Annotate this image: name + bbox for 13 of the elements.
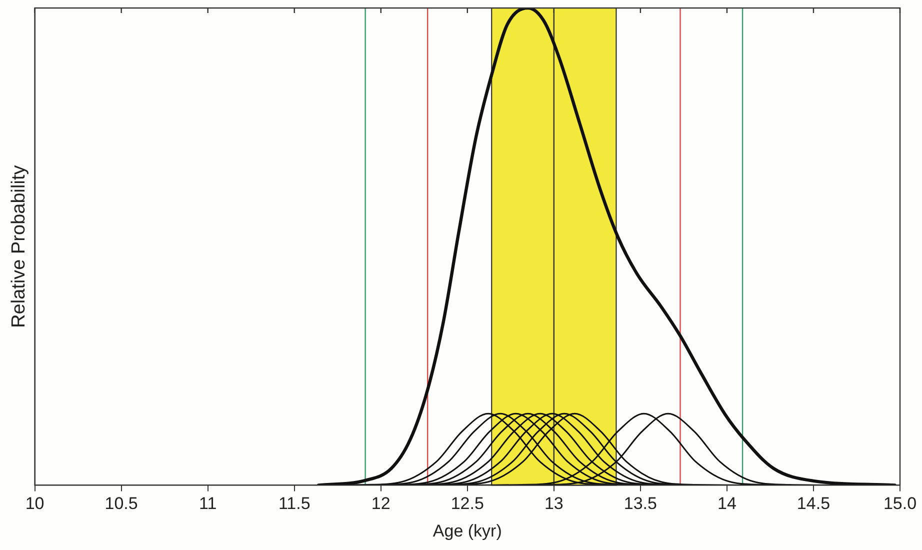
x-tick-label: 13.5 [624, 494, 657, 514]
x-tick-label: 15.0 [883, 494, 917, 514]
x-tick-label: 11 [199, 494, 217, 514]
y-axis-title: Relative Probability [8, 164, 30, 328]
x-tick-label: 12.5 [450, 494, 484, 514]
x-tick-label: 14.5 [796, 494, 830, 514]
x-tick-label: 10 [25, 494, 44, 514]
x-axis-title: Age (kyr) [432, 521, 502, 540]
x-tick-label: 11.5 [278, 494, 310, 514]
x-tick-label: 13 [544, 494, 564, 514]
x-tick-label: 12 [371, 494, 390, 514]
x-tick-label: 10.5 [104, 494, 138, 514]
x-tick-label: 14 [718, 494, 736, 514]
